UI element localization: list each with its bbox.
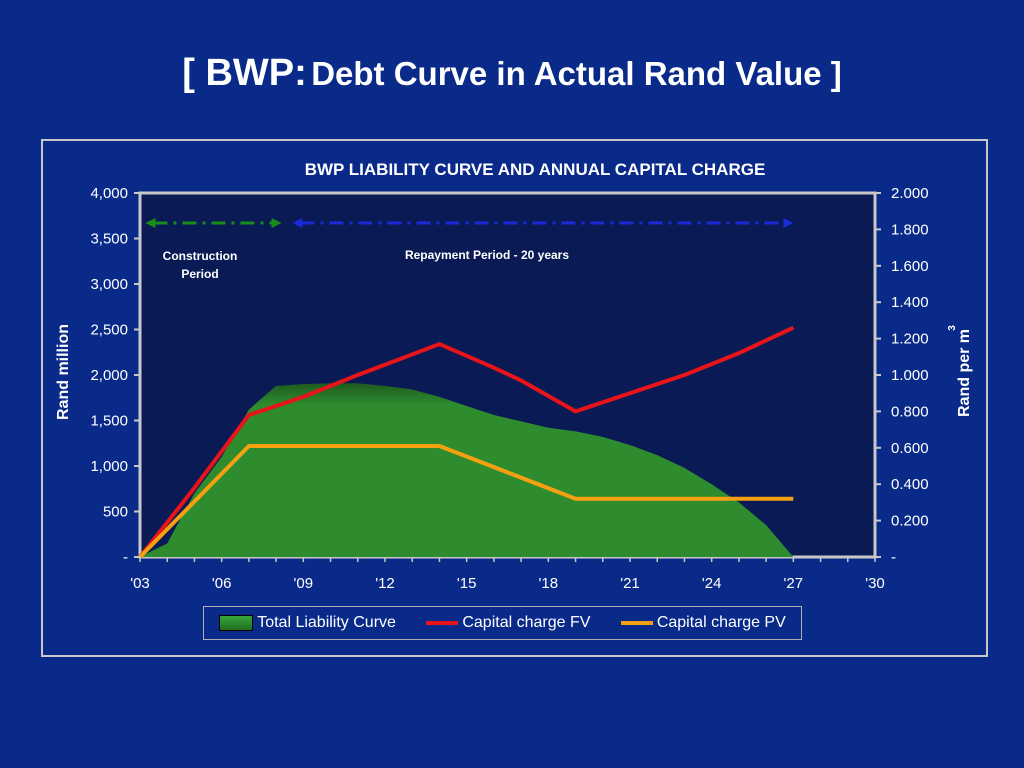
total-liability-area bbox=[140, 383, 794, 557]
chart-frame bbox=[41, 139, 988, 657]
liability-area-layer bbox=[140, 383, 794, 557]
y-axis-right-label-sup: 3 bbox=[947, 325, 958, 331]
period-arrows bbox=[145, 218, 794, 228]
construction-arrow-head-right bbox=[271, 218, 282, 228]
slide-title-prefix: [ BWP: bbox=[182, 52, 307, 94]
x-tick-label: '12 bbox=[375, 575, 395, 592]
y-right-tick-label: 2.000 bbox=[891, 185, 929, 202]
x-tick-label: '30 bbox=[865, 575, 885, 592]
slide-title: [ BWP: Debt Curve in Actual Rand Value ] bbox=[0, 52, 1024, 95]
legend-item-capital-fv: Capital charge FV bbox=[426, 614, 590, 632]
capital-charge-pv-line bbox=[138, 443, 794, 559]
y-right-tick-label: 1.400 bbox=[891, 294, 929, 311]
legend-label-capital-pv: Capital charge PV bbox=[656, 614, 786, 631]
y-left-tick-label: 4,000 bbox=[90, 185, 128, 202]
y-left-tick-label: 2,500 bbox=[90, 322, 128, 339]
y-right-tick-label: 1.000 bbox=[891, 367, 929, 384]
x-tick-label: '06 bbox=[212, 575, 232, 592]
y-left-tick-label: 3,500 bbox=[90, 231, 128, 248]
y-right-tick-label: - bbox=[891, 549, 896, 566]
y-left-tick-label: 3,000 bbox=[90, 276, 128, 293]
x-tick-label: '09 bbox=[294, 575, 314, 592]
x-tick-label: '15 bbox=[457, 575, 477, 592]
slide-title-text: Debt Curve in Actual Rand Value ] bbox=[311, 55, 842, 92]
y-axis-left-label: Rand million bbox=[55, 324, 72, 420]
capital-charge-fv-line bbox=[138, 325, 795, 559]
y-left-tick-label: 2,000 bbox=[90, 367, 128, 384]
y-right-tick-label: 0.600 bbox=[891, 440, 929, 457]
x-tick-label: '21 bbox=[620, 575, 640, 592]
legend-swatch-capital-pv bbox=[620, 621, 653, 625]
construction-label-1: Construction bbox=[163, 249, 238, 263]
chart-title: BWP LIABILITY CURVE AND ANNUAL CAPITAL C… bbox=[305, 160, 766, 179]
y-right-tick-label: 1.600 bbox=[891, 258, 929, 275]
x-tick-label: '18 bbox=[539, 575, 559, 592]
line-layer bbox=[138, 325, 795, 559]
y-right-tick-label: 0.200 bbox=[891, 513, 929, 530]
x-tick-label: '24 bbox=[702, 575, 722, 592]
x-tick-label: '03 bbox=[130, 575, 150, 592]
legend-swatch-liability bbox=[219, 615, 254, 631]
y-axis-right-label: Rand per m bbox=[956, 329, 973, 417]
construction-label-2: Period bbox=[181, 267, 218, 281]
legend-label-liability: Total Liability Curve bbox=[257, 614, 396, 631]
y-right-tick-label: 0.800 bbox=[891, 403, 929, 420]
y-right-tick-label: 0.400 bbox=[891, 476, 929, 493]
legend-label-capital-fv: Capital charge FV bbox=[462, 614, 591, 631]
construction-arrow-head-left bbox=[145, 218, 156, 228]
chart-legend: Total Liability Curve Capital charge FV … bbox=[203, 606, 802, 640]
y-right-tick-label: 1.800 bbox=[891, 221, 929, 238]
y-right-tick-label: 1.200 bbox=[891, 331, 929, 348]
y-left-tick-label: 1,500 bbox=[90, 413, 128, 430]
legend-item-liability: Total Liability Curve bbox=[219, 614, 396, 632]
y-left-tick-label: 500 bbox=[103, 504, 128, 521]
axis-layer: - 500 1,000 1,500 2,000 2,500 3,000 3,500 4,000 -… bbox=[90, 185, 928, 592]
repayment-arrow-head-right bbox=[783, 218, 794, 228]
repayment-arrow-head-left bbox=[292, 218, 303, 228]
y-left-tick-label: 1,000 bbox=[90, 458, 128, 475]
legend-item-capital-pv: Capital charge PV bbox=[620, 614, 786, 632]
x-tick-label: '27 bbox=[784, 575, 804, 592]
repayment-label: Repayment Period - 20 years bbox=[405, 248, 569, 262]
y-left-tick-label: - bbox=[123, 549, 128, 566]
legend-swatch-capital-fv bbox=[426, 621, 459, 625]
